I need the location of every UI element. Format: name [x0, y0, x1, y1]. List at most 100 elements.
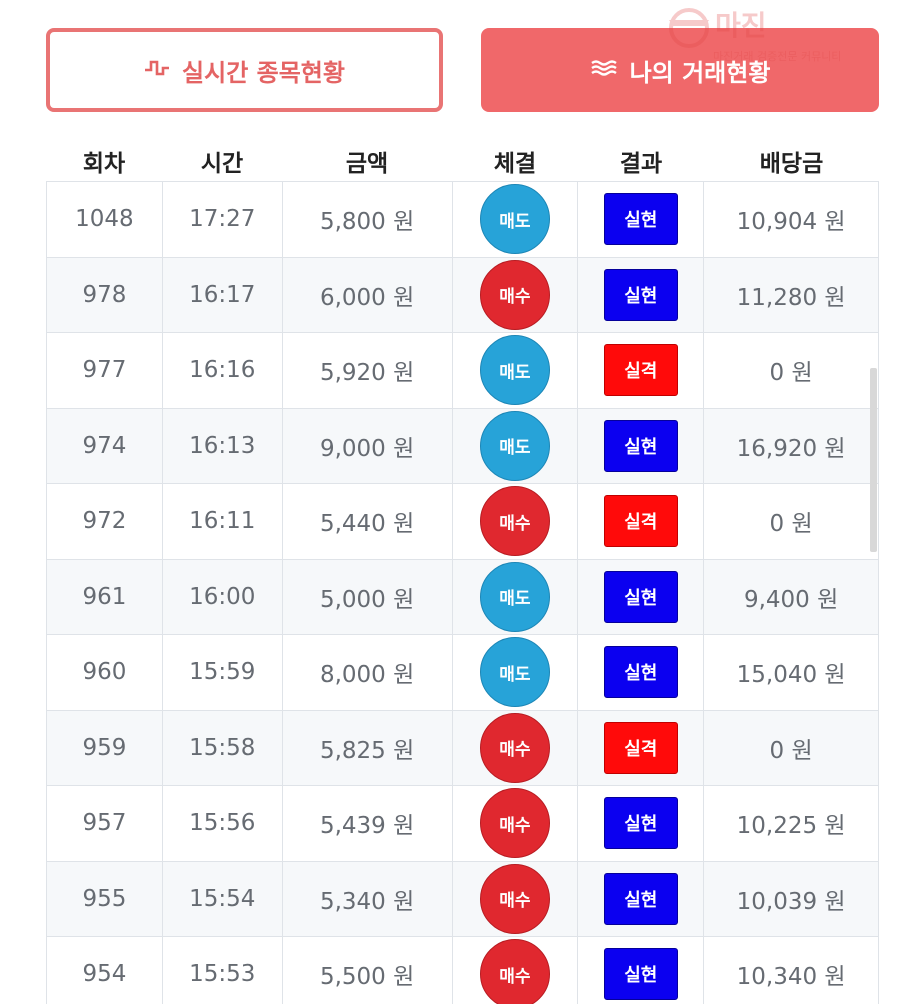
- time-value: 15:56: [189, 810, 256, 837]
- table-row: 957 15:56 5,439 원 매수 실현 10,225 원: [47, 786, 879, 862]
- cell-amount: 5,825 원: [283, 710, 453, 785]
- time-value: 16:16: [189, 357, 256, 384]
- cell-round: 978: [47, 257, 163, 332]
- table-row: 955 15:54 5,340 원 매수 실현 10,039 원: [47, 861, 879, 937]
- amount-value: 5,800 원: [319, 209, 415, 236]
- cell-payout: 16,920 원: [704, 408, 879, 483]
- amount-value: 5,920 원: [319, 360, 415, 387]
- watermark-subtitle: 마진거래 검증전문 커뮤니티: [713, 50, 842, 63]
- table-row: 959 15:58 5,825 원 매수 실격 0 원: [47, 710, 879, 786]
- cell-time: 16:00: [163, 559, 283, 634]
- amount-value: 5,825 원: [319, 737, 415, 764]
- cell-result: 실격: [578, 333, 705, 408]
- cell-time: 15:59: [163, 635, 283, 710]
- cell-payout: 15,040 원: [704, 635, 879, 710]
- cell-round: 955: [47, 861, 163, 936]
- time-value: 16:13: [189, 432, 256, 459]
- table-row: 977 16:16 5,920 원 매도 실격 0 원: [47, 333, 879, 409]
- payout-value: 10,340 원: [736, 964, 846, 991]
- cell-amount: 5,440 원: [283, 484, 453, 559]
- result-badge: 실격: [603, 495, 678, 548]
- tab-my-trades[interactable]: 나의 거래현황: [481, 28, 879, 112]
- cell-trade: 매도: [453, 559, 579, 634]
- round-value: 961: [82, 583, 127, 610]
- cell-amount: 6,000 원: [283, 257, 453, 332]
- tab-realtime-status[interactable]: 실시간 종목현황: [46, 28, 443, 112]
- cell-result: 실현: [578, 786, 705, 861]
- cell-payout: 0 원: [704, 710, 879, 785]
- header-amount: 금액: [345, 150, 389, 177]
- table-row: 978 16:17 6,000 원 매수 실현 11,280 원: [47, 257, 879, 333]
- result-badge: 실현: [603, 570, 678, 623]
- table-header: 회차 시간 금액 체결 결과 배당금: [46, 140, 879, 181]
- amount-value: 5,340 원: [319, 888, 415, 915]
- time-value: 16:11: [189, 508, 256, 535]
- payout-value: 0 원: [769, 360, 813, 387]
- round-value: 1048: [75, 206, 134, 233]
- cell-payout: 0 원: [704, 484, 879, 559]
- cell-amount: 8,000 원: [283, 635, 453, 710]
- cell-round: 957: [47, 786, 163, 861]
- table-row: 972 16:11 5,440 원 매수 실격 0 원: [47, 484, 879, 560]
- table-row: 1048 17:27 5,800 원 매도 실현 10,904 원: [47, 182, 879, 258]
- cell-result: 실현: [578, 635, 705, 710]
- cell-round: 974: [47, 408, 163, 483]
- trade-badge: 매도: [479, 184, 550, 255]
- cell-payout: 10,225 원: [704, 786, 879, 861]
- header-round: 회차: [82, 150, 126, 177]
- cell-amount: 5,800 원: [283, 182, 453, 257]
- amount-value: 8,000 원: [319, 662, 415, 689]
- amount-value: 6,000 원: [319, 284, 415, 311]
- cell-time: 15:58: [163, 710, 283, 785]
- cell-time: 16:17: [163, 257, 283, 332]
- trade-badge: 매도: [479, 637, 550, 708]
- cell-round: 972: [47, 484, 163, 559]
- time-value: 15:59: [189, 659, 256, 686]
- header-trade: 체결: [493, 150, 537, 177]
- trade-badge: 매수: [479, 486, 550, 557]
- amount-value: 9,000 원: [319, 435, 415, 462]
- payout-value: 15,040 원: [736, 662, 846, 689]
- header-payout: 배당금: [759, 150, 824, 177]
- table-row: 974 16:13 9,000 원 매도 실현 16,920 원: [47, 408, 879, 484]
- cell-round: 959: [47, 710, 163, 785]
- cell-round: 954: [47, 937, 163, 1004]
- cell-payout: 0 원: [704, 333, 879, 408]
- cell-result: 실격: [578, 484, 705, 559]
- amount-value: 5,439 원: [319, 813, 415, 840]
- result-badge: 실현: [603, 268, 678, 321]
- result-badge: 실현: [603, 419, 678, 472]
- payout-value: 0 원: [769, 511, 813, 538]
- result-badge: 실현: [603, 948, 678, 1001]
- round-value: 954: [82, 961, 127, 988]
- time-value: 16:00: [189, 583, 256, 610]
- cell-amount: 5,920 원: [283, 333, 453, 408]
- cell-round: 961: [47, 559, 163, 634]
- payout-value: 9,400 원: [743, 586, 839, 613]
- trade-badge: 매도: [479, 561, 550, 632]
- time-value: 16:17: [189, 281, 256, 308]
- cell-payout: 10,340 원: [704, 937, 879, 1004]
- tab-my-trades-label: 나의 거래현황: [629, 58, 771, 87]
- cell-amount: 9,000 원: [283, 408, 453, 483]
- round-value: 972: [82, 508, 127, 535]
- cell-time: 15:53: [163, 937, 283, 1004]
- cell-result: 실현: [578, 182, 705, 257]
- cell-trade: 매도: [453, 635, 579, 710]
- time-value: 15:53: [189, 961, 256, 988]
- scrollbar-thumb[interactable]: [870, 368, 877, 552]
- table-row: 960 15:59 8,000 원 매도 실현 15,040 원: [47, 635, 879, 711]
- cell-trade: 매도: [453, 333, 579, 408]
- cell-time: 16:11: [163, 484, 283, 559]
- time-value: 17:27: [189, 206, 256, 233]
- cell-trade: 매도: [453, 182, 579, 257]
- watermark-title: 마진: [715, 9, 767, 42]
- header-result: 결과: [619, 150, 663, 177]
- round-value: 978: [82, 281, 127, 308]
- cell-trade: 매도: [453, 408, 579, 483]
- trade-badge: 매도: [479, 335, 550, 406]
- trade-badge: 매수: [479, 788, 550, 859]
- cell-round: 960: [47, 635, 163, 710]
- trade-badge: 매수: [479, 712, 550, 783]
- trade-badge: 매도: [479, 410, 550, 481]
